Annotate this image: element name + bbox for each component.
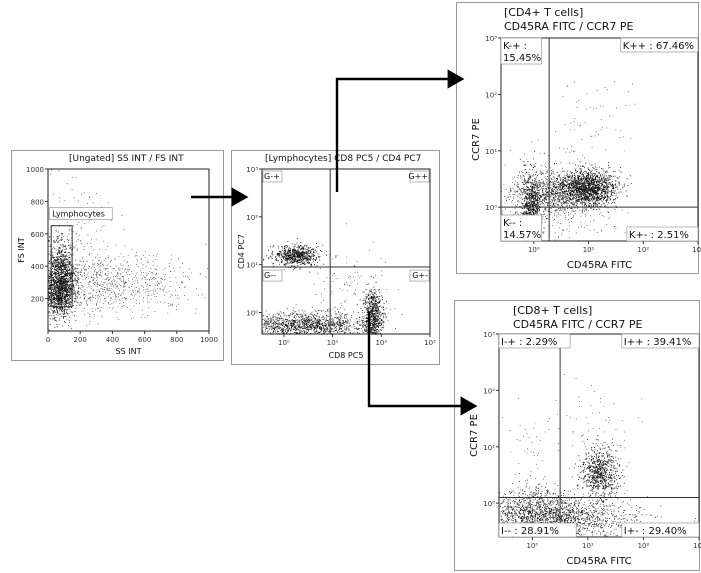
y-tick-label: 800 xyxy=(31,198,44,206)
y-tick-label: 10³ xyxy=(483,331,495,339)
x-tick-label: 10⁰ xyxy=(278,339,290,347)
y-tick-label: 10¹ xyxy=(246,262,258,270)
quadrant-label-box xyxy=(409,269,430,282)
ungated-title: [Ungated] SS INT / FS INT xyxy=(69,154,184,164)
quadrant-label: K+- : 2.51% xyxy=(629,230,689,241)
x-tick-label: 600 xyxy=(138,336,151,344)
x-tick-label: 400 xyxy=(106,336,119,344)
x-tick-label: 10¹ xyxy=(583,246,595,254)
event-cloud xyxy=(262,304,403,335)
quadrant-label-box xyxy=(262,170,283,183)
quadrant-label: G+- xyxy=(412,271,428,280)
y-tick-label: 10³ xyxy=(485,35,497,43)
x-tick-label: 10² xyxy=(375,339,387,347)
lymphocytes-panel: [Lymphocytes] CD8 PC5 / CD4 PC7 10⁰ 10¹ 10… xyxy=(231,150,440,365)
gate-label-box xyxy=(48,207,113,221)
x-tick-label: 10² xyxy=(638,542,650,550)
plot-frame xyxy=(261,168,431,335)
event-cloud xyxy=(310,223,399,335)
y-tick-label: 10¹ xyxy=(485,148,497,156)
x-tick-label: 10³ xyxy=(424,339,436,347)
cd4-panel: [CD4+ T cells] CD45RA FITC / CCR7 PE 10⁰… xyxy=(456,2,701,274)
event-cloud xyxy=(555,81,636,196)
quadrant-label: I++ : 39.41% xyxy=(624,337,692,348)
plot-frame xyxy=(498,333,700,538)
cd4-scatter-plot: 10⁰ 10¹ 10² 10³ 10⁰ 10¹ 10² 10³ CD45RA FITC CCR7 … xyxy=(471,35,701,271)
quadrant-label-box xyxy=(500,214,542,242)
y-tick-label: 1000 xyxy=(26,166,44,174)
x-tick-label: 10¹ xyxy=(327,339,339,347)
event-cloud xyxy=(48,169,126,331)
quadrant-label: K++ : 67.46% xyxy=(623,41,694,52)
quadrant-label-box xyxy=(262,269,283,282)
y-tick-label: 10⁰ xyxy=(246,309,258,317)
x-tick-label: 10³ xyxy=(693,542,701,550)
gate-label: Lymphocytes xyxy=(52,210,105,219)
y-tick-label: 10¹ xyxy=(483,444,495,452)
x-axis-label: CD8 PC5 xyxy=(329,351,364,360)
event-cloud xyxy=(502,398,559,496)
event-cloud xyxy=(499,473,591,538)
quadrant-label-box xyxy=(621,333,700,349)
quadrant-label-box xyxy=(621,522,700,538)
cd8-subtitle: CD45RA FITC / CCR7 PE xyxy=(513,318,643,331)
event-cloud xyxy=(48,262,80,328)
x-tick-label: 10² xyxy=(637,246,649,254)
event-cloud xyxy=(356,276,387,335)
y-tick-label: 10⁰ xyxy=(483,500,495,508)
quadrant-label: I-- : 28.91% xyxy=(501,526,559,537)
y-axis-label: CD4 PC7 xyxy=(237,234,246,269)
quadrant-label: I+- : 29.40% xyxy=(624,526,687,537)
x-tick-label: 10³ xyxy=(692,246,701,254)
quadrant-label: I-+ : 2.29% xyxy=(501,337,557,348)
ungated-scatter-plot: 0 200 400 600 800 1000 200 400 600 800 1000 SS INT F… xyxy=(17,166,218,356)
y-tick-label: 10⁰ xyxy=(485,204,497,212)
x-tick-label: 200 xyxy=(74,336,87,344)
quadrant-label-box xyxy=(500,37,542,65)
plot-frame xyxy=(500,37,699,242)
x-tick-label: 10⁰ xyxy=(526,542,538,550)
quadrant-percent: 15.45% xyxy=(503,53,541,64)
quadrant-label: K-+ : xyxy=(503,41,527,52)
x-tick-label: 0 xyxy=(46,336,50,344)
y-tick-label: 600 xyxy=(31,231,44,239)
y-axis-label: CCR7 PE xyxy=(469,414,480,457)
ungated-panel: [Ungated] SS INT / FS INT 0 200 400 600 800 1… xyxy=(11,150,224,361)
cd8-title: [CD8+ T cells] xyxy=(513,304,593,317)
quadrant-label: G-- xyxy=(264,271,276,280)
x-tick-label: 1000 xyxy=(200,336,218,344)
y-tick-label: 200 xyxy=(31,296,44,304)
lymphocytes-scatter-plot: 10⁰ 10¹ 10² 10³ 10⁰ 10¹ 10² 10³ CD8 PC5 CD4 PC7 G-… xyxy=(237,166,436,360)
cd4-title: [CD4+ T cells] xyxy=(504,6,584,19)
y-tick-label: 10² xyxy=(246,214,258,222)
quadrant-label-box xyxy=(626,226,699,242)
quadrant-label: K-- : xyxy=(503,218,522,229)
quadrant-label-box xyxy=(620,37,699,53)
y-axis-label: FS INT xyxy=(17,237,26,262)
quadrant-label-box xyxy=(498,333,571,349)
plot-frame xyxy=(47,168,210,332)
lymphocyte-gate xyxy=(50,225,73,308)
y-tick-label: 10² xyxy=(483,387,495,395)
x-axis-label: SS INT xyxy=(116,347,142,356)
event-cloud xyxy=(571,438,625,525)
cd8-panel: [CD8+ T cells] CD45RA FITC / CCR7 PE 10⁰… xyxy=(454,300,701,571)
quadrant-percent: 14.57% xyxy=(503,230,541,241)
event-cloud xyxy=(547,374,643,494)
x-tick-label: 10¹ xyxy=(582,542,594,550)
y-tick-label: 10² xyxy=(485,91,497,99)
x-axis-label: CD45RA FITC xyxy=(567,260,632,271)
x-tick-label: 10⁰ xyxy=(528,246,540,254)
y-tick-label: 10³ xyxy=(246,166,258,174)
y-axis-label: CCR7 PE xyxy=(471,118,482,161)
cd8-scatter-plot: 10⁰ 10¹ 10² 10³ 10⁰ 10¹ 10² 10³ CD45RA FITC CCR7 … xyxy=(469,331,701,567)
y-tick-label: 400 xyxy=(31,263,44,271)
x-axis-label: CD45RA FITC xyxy=(566,556,631,567)
quadrant-label-box xyxy=(498,522,577,538)
quadrant-label: G-+ xyxy=(264,172,280,181)
x-tick-label: 800 xyxy=(170,336,183,344)
cd4-subtitle: CD45RA FITC / CCR7 PE xyxy=(504,20,634,33)
quadrant-label: G++ xyxy=(408,172,428,181)
